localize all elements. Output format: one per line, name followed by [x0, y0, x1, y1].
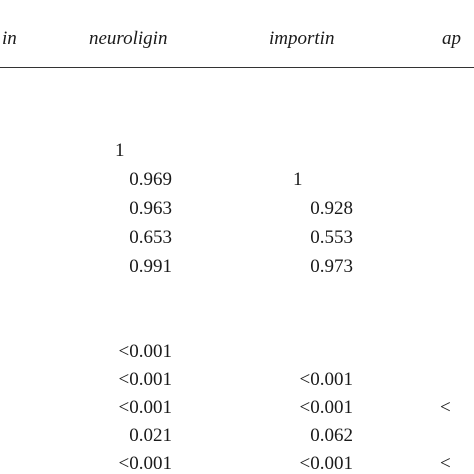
cell-ap: < [440, 453, 451, 474]
cell-neuroligin: 0.991 [129, 256, 172, 277]
cell-ap: < [440, 397, 451, 418]
cell-neuroligin: 0.021 [129, 425, 172, 446]
cell-neuroligin: <0.001 [118, 453, 172, 474]
cell-neuroligin: <0.001 [118, 341, 172, 362]
cell-importin: 0.553 [310, 227, 353, 248]
cell-neuroligin: <0.001 [118, 397, 172, 418]
table-row: <0.001 <0.001 < [0, 397, 474, 419]
cell-importin: <0.001 [299, 453, 353, 474]
table-row: 0.021 0.062 [0, 425, 474, 447]
cell-neuroligin: <0.001 [118, 369, 172, 390]
column-header-partial-right: ap [442, 28, 461, 49]
table-row: <0.001 <0.001 < [0, 453, 474, 474]
cell-neuroligin: 0.963 [129, 198, 172, 219]
table-row: 0.653 0.553 [0, 227, 474, 249]
cell-importin: <0.001 [299, 397, 353, 418]
header-rule [0, 67, 474, 68]
table-row: 0.991 0.973 [0, 256, 474, 278]
table-row: <0.001 [0, 341, 474, 363]
cell-importin: <0.001 [299, 369, 353, 390]
cell-importin: 0.928 [310, 198, 353, 219]
column-header-neuroligin: neuroligin [89, 28, 168, 49]
table-row: <0.001 <0.001 [0, 369, 474, 391]
table-row: 0.963 0.928 [0, 198, 474, 220]
cell-importin: 0.973 [310, 256, 353, 277]
table-row: 1 [0, 140, 474, 162]
cell-importin: 0.062 [310, 425, 353, 446]
column-header-importin: importin [269, 28, 335, 49]
cell-neuroligin: 0.653 [129, 227, 172, 248]
cell-importin: 1 [293, 169, 303, 190]
column-header-partial-left: in [2, 28, 17, 49]
cell-neuroligin: 1 [115, 140, 125, 161]
table-row: 0.969 1 [0, 169, 474, 191]
cell-neuroligin: 0.969 [129, 169, 172, 190]
